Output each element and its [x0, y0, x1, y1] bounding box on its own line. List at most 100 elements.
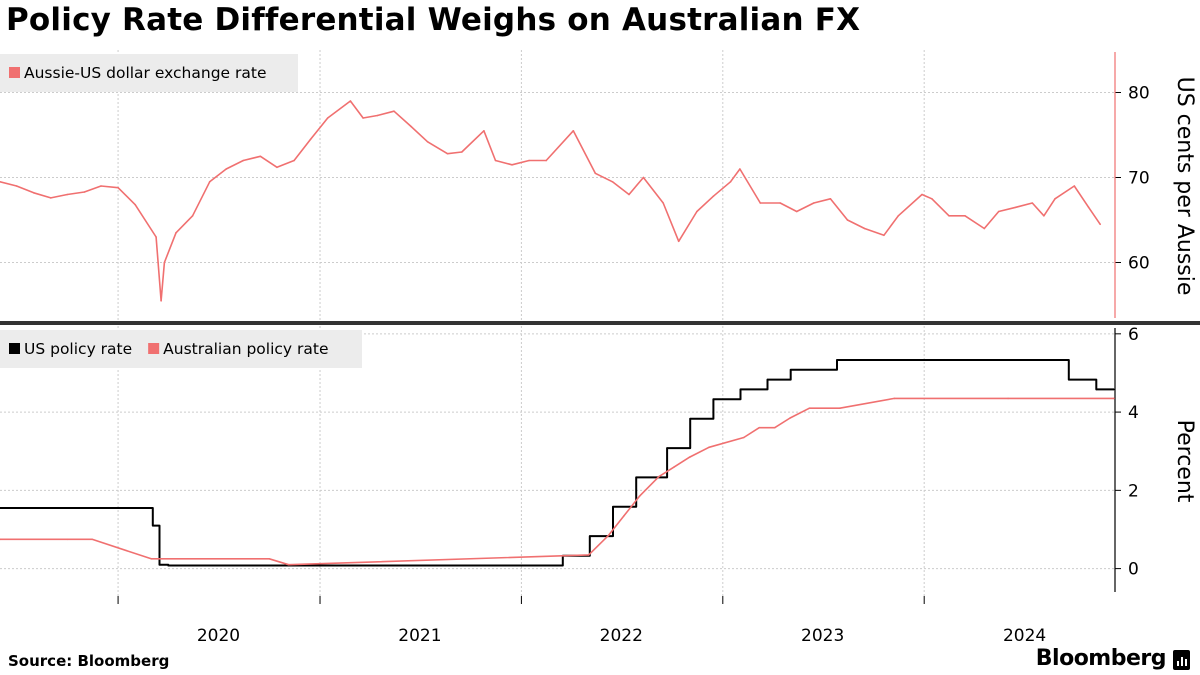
- data-point: [545, 159, 547, 162]
- series-line-aussie-us-dollar-exchange-rate: [0, 100, 1101, 302]
- data-point: [117, 186, 119, 189]
- legend: Aussie-US dollar exchange rate: [0, 54, 298, 92]
- y-tick-label: 2: [1128, 481, 1139, 501]
- data-point: [446, 152, 449, 155]
- data-point: [712, 398, 715, 401]
- data-point: [163, 261, 166, 264]
- data-point: [32, 192, 35, 194]
- data-point: [276, 166, 278, 169]
- data-point: [813, 202, 815, 204]
- legend-label: US policy rate: [24, 340, 132, 358]
- data-point: [150, 558, 152, 560]
- data-point: [587, 554, 590, 556]
- data-point: [100, 185, 102, 187]
- bloomberg-icon: [1173, 650, 1190, 670]
- data-point: [673, 466, 675, 468]
- legend: US policy rate Australian policy rate: [0, 330, 362, 368]
- y-axis-label: US cents per Aussie: [1172, 77, 1197, 296]
- data-point: [773, 426, 776, 429]
- data-point: [167, 564, 170, 567]
- data-point: [191, 215, 194, 217]
- data-point: [883, 234, 885, 237]
- data-point: [689, 417, 691, 420]
- data-point: [152, 524, 154, 527]
- data-point: [983, 227, 986, 230]
- data-point: [0, 507, 1, 509]
- data-point: [638, 495, 641, 498]
- data-point: [66, 538, 69, 541]
- x-tick-label: 2024: [1003, 626, 1046, 646]
- panel-divider[interactable]: [0, 321, 1200, 325]
- data-point: [589, 535, 591, 537]
- data-point: [696, 210, 698, 213]
- legend-swatch: [148, 343, 160, 354]
- data-point: [846, 219, 849, 221]
- data-point: [789, 417, 791, 419]
- data-point: [921, 193, 923, 196]
- data-point: [376, 114, 379, 117]
- y-tick-label: 60: [1128, 254, 1150, 274]
- series-line-us-policy-rate: [0, 359, 1114, 567]
- x-tick-label: 2020: [197, 626, 240, 646]
- x-tick-label: 2022: [600, 626, 643, 646]
- data-point: [829, 198, 832, 200]
- data-point: [808, 407, 811, 410]
- data-point: [1095, 388, 1098, 391]
- y-tick-label: 70: [1128, 169, 1150, 189]
- y-tick-label: 0: [1128, 560, 1139, 580]
- x-tick-label: 2021: [398, 626, 441, 646]
- data-point: [1054, 198, 1056, 200]
- data-point: [59, 507, 62, 509]
- data-point: [628, 193, 630, 196]
- data-point: [0, 181, 1, 183]
- data-point: [594, 172, 597, 175]
- data-point: [623, 515, 625, 517]
- legend-swatch: [9, 343, 20, 354]
- data-point: [729, 181, 732, 183]
- data-point: [410, 125, 412, 128]
- data-point: [612, 506, 614, 508]
- data-point: [839, 407, 841, 410]
- data-point: [759, 202, 762, 204]
- data-point: [1099, 223, 1101, 226]
- data-point: [309, 138, 312, 141]
- data-point: [15, 185, 18, 187]
- data-point: [66, 193, 69, 196]
- data-point: [708, 446, 710, 449]
- data-point: [662, 202, 664, 204]
- data-point: [1031, 202, 1034, 204]
- data-point: [287, 563, 290, 566]
- series-line-australian-policy-rate: [0, 397, 1114, 566]
- data-point: [863, 227, 866, 230]
- data-point: [758, 426, 760, 429]
- data-point: [572, 130, 575, 132]
- data-point: [426, 141, 429, 143]
- data-point: [225, 168, 227, 170]
- y-tick-label: 80: [1128, 84, 1150, 104]
- chart-title: Policy Rate Differential Weighs on Austr…: [6, 2, 861, 38]
- data-point: [739, 388, 742, 391]
- policy-rate-panel: 0 2 4 6 Percent US policy rate Australian poli…: [0, 325, 1197, 596]
- fx-panel: 60 70 80 US cents per Aussie Aussie-US dolla…: [0, 50, 1197, 322]
- data-point: [268, 558, 271, 560]
- data-point: [511, 164, 513, 166]
- data-point: [658, 475, 660, 478]
- data-point: [50, 197, 52, 199]
- data-point: [242, 159, 245, 162]
- legend-label: Aussie-US dollar exchange rate: [24, 64, 266, 82]
- data-point: [393, 110, 395, 112]
- data-point: [795, 210, 798, 213]
- data-point: [1087, 206, 1090, 209]
- data-point: [897, 215, 900, 217]
- data-point: [1068, 378, 1070, 381]
- data-point: [1015, 206, 1017, 209]
- data-point: [893, 397, 896, 400]
- data-point: [836, 359, 838, 361]
- data-point: [160, 300, 162, 302]
- data-point: [931, 198, 933, 200]
- data-point: [0, 538, 1, 541]
- data-point: [326, 117, 329, 119]
- data-point: [208, 181, 211, 183]
- data-point: [483, 130, 485, 132]
